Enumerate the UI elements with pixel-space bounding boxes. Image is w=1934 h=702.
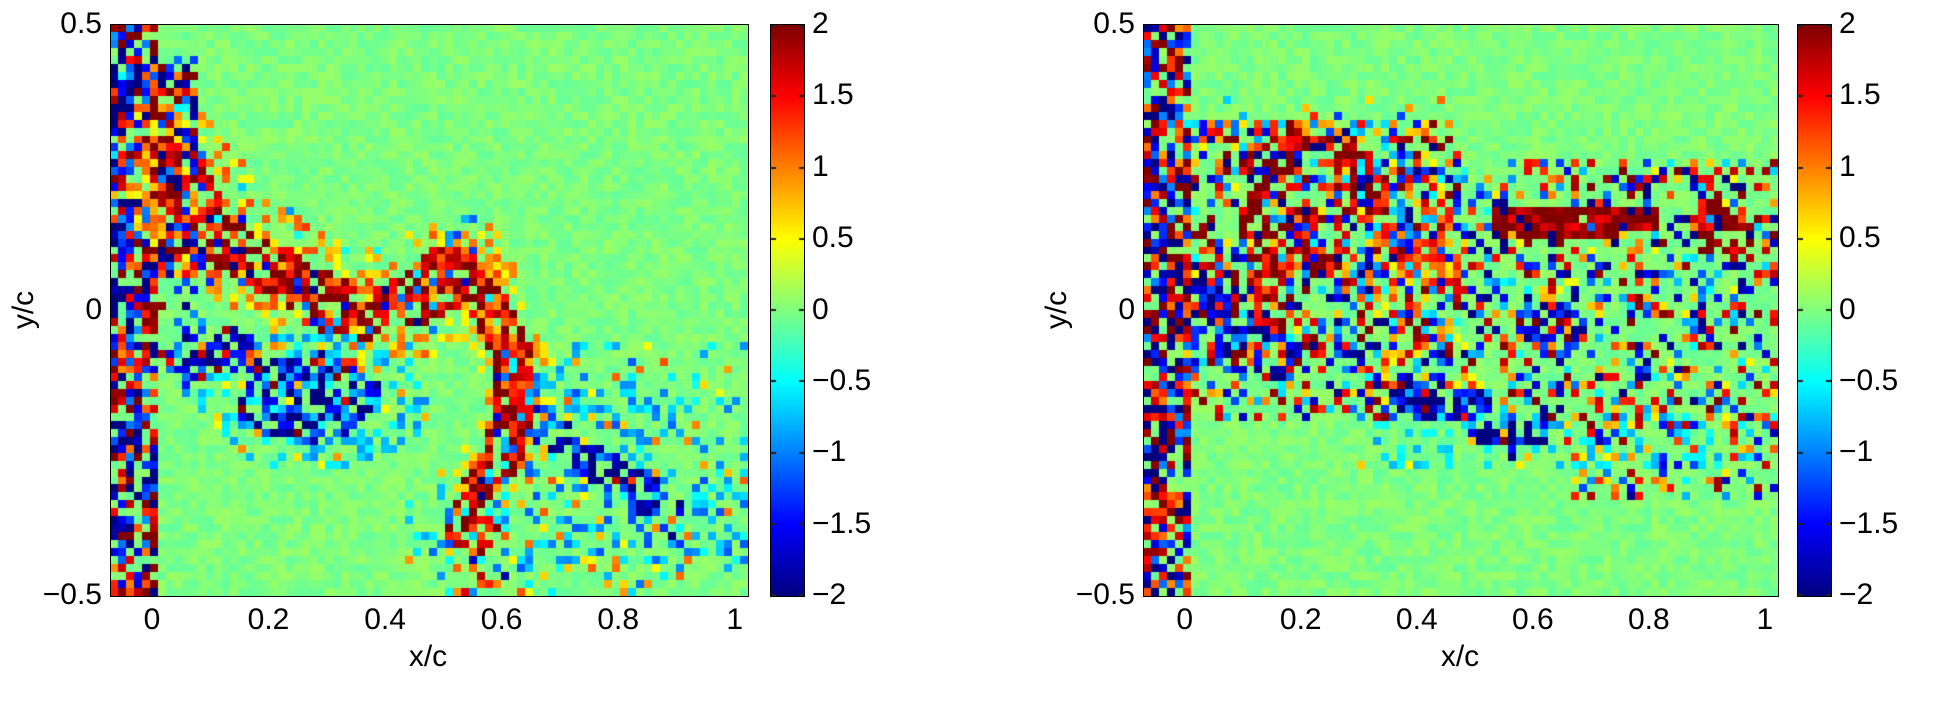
colorbar-tick-label: 0	[812, 292, 829, 326]
y-tick-label: −0.5	[1075, 578, 1135, 611]
colorbar-tick-label: −2	[812, 578, 847, 611]
x-tick-label: 1	[726, 603, 744, 636]
colorbar-tick-label: 2	[1839, 7, 1856, 40]
x-tick-label: 0.6	[480, 603, 523, 636]
x-tick-label: 0	[1176, 603, 1194, 636]
y-tick-label: −0.5	[42, 578, 102, 611]
x-tick-label: 1	[1756, 603, 1774, 636]
x-tick-label: 0.2	[1279, 603, 1322, 636]
colorbar-tick-label: 1	[1839, 149, 1856, 183]
colorbar-tick-label: −1	[812, 435, 847, 469]
colorbar-tick-label: −1.5	[812, 506, 872, 540]
colorbar-tick-label: 2	[812, 7, 829, 40]
y-axis-label: y/c	[1040, 290, 1073, 330]
colorbar-tick-label: 1.5	[1839, 78, 1881, 112]
y-tick-label: 0.5	[60, 7, 102, 40]
colorbar-right	[1797, 24, 1832, 597]
y-tick-label: 0	[85, 292, 102, 326]
heatmap-canvas-left	[110, 24, 749, 597]
y-tick-label: 0.5	[1093, 7, 1135, 40]
colorbar-tick-label: 1	[812, 149, 829, 183]
x-tick-label: 0.4	[364, 603, 406, 636]
colorbar-tick-label: −0.5	[1839, 363, 1899, 397]
colorbar-tick-label: −2	[1839, 578, 1874, 611]
colorbar-tick-label: 1.5	[812, 78, 854, 112]
colorbar-tick-label: −0.5	[812, 363, 872, 397]
colorbar-tick-label: −1	[1839, 435, 1874, 469]
colorbar-left	[770, 24, 805, 597]
heatmap-canvas-right	[1143, 24, 1779, 597]
x-tick-label: 0.8	[597, 603, 640, 636]
colorbar-tick-label: 0.5	[1839, 221, 1881, 255]
x-tick-label: 0.2	[247, 603, 290, 636]
y-axis-label: y/c	[7, 290, 40, 330]
x-axis-label: x/c	[1440, 640, 1480, 673]
x-tick-label: 0.4	[1395, 603, 1438, 636]
x-tick-label: 0.8	[1627, 603, 1670, 636]
x-tick-label: 0	[143, 603, 161, 636]
colorbar-tick-label: −1.5	[1839, 506, 1899, 540]
x-tick-label: 0.6	[1511, 603, 1554, 636]
colorbar-tick-label: 0	[1839, 292, 1856, 326]
x-axis-label: x/c	[408, 640, 448, 673]
colorbar-tick-label: 0.5	[812, 221, 854, 255]
y-tick-label: 0	[1118, 292, 1135, 326]
